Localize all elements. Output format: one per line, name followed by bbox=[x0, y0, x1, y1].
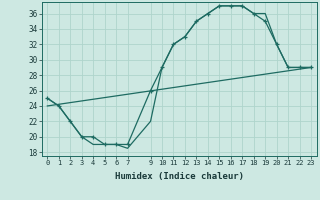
X-axis label: Humidex (Indice chaleur): Humidex (Indice chaleur) bbox=[115, 172, 244, 181]
